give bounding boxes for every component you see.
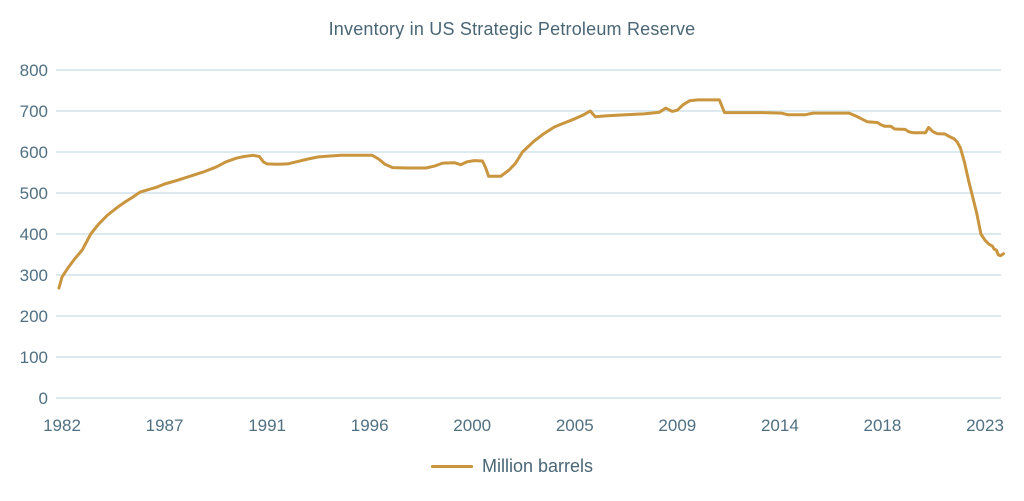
- y-axis-tick-label: 0: [38, 388, 48, 408]
- x-axis-tick-label: 1982: [43, 416, 81, 435]
- y-axis-tick-label: 600: [19, 142, 48, 162]
- x-axis-tick-label: 2009: [658, 416, 697, 435]
- x-axis-tick-label: 2023: [966, 416, 1004, 435]
- y-axis-tick-label: 200: [19, 306, 48, 326]
- chart-title: Inventory in US Strategic Petroleum Rese…: [328, 19, 696, 39]
- series-line-million-barrels: [57, 98, 1005, 290]
- y-axis-tick-label: 300: [19, 265, 48, 285]
- y-axis-tick-label: 500: [19, 183, 48, 203]
- y-axis-tick-label: 400: [19, 224, 48, 244]
- x-axis-tick-label: 1991: [248, 416, 287, 435]
- x-axis-tick-label: 1987: [145, 416, 184, 435]
- x-axis-tick-label: 1996: [350, 416, 389, 435]
- legend-label: Million barrels: [481, 456, 594, 476]
- legend-line-swatch: [430, 465, 473, 468]
- y-axis-tick-label: 700: [19, 101, 48, 121]
- x-axis-tick-label: 2000: [453, 416, 492, 435]
- legend: Million barrels: [0, 456, 1024, 477]
- x-axis-tick-label: 2018: [863, 416, 902, 435]
- gridlines: [56, 69, 1001, 399]
- x-axis-tick-label: 2005: [555, 416, 594, 435]
- x-axis-tick-label: 2014: [760, 416, 799, 435]
- legend-item-million-barrels: Million barrels: [430, 456, 594, 477]
- y-axis-tick-label: 100: [19, 347, 48, 367]
- y-axis-tick-label: 800: [19, 60, 48, 80]
